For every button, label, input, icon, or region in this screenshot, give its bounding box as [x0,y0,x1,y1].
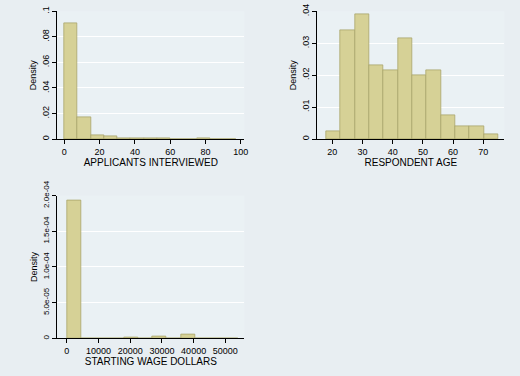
svg-text:60: 60 [165,147,175,157]
svg-text:0: 0 [41,135,51,140]
svg-text:10000: 10000 [86,346,111,356]
svg-text:.01: .01 [301,100,311,113]
svg-text:70: 70 [478,147,488,157]
svg-text:20: 20 [327,147,337,157]
svg-text:.04: .04 [301,4,311,17]
svg-text:Density: Density [288,60,298,91]
svg-text:Density: Density [29,251,39,282]
svg-text:Density: Density [28,60,38,91]
svg-text:0: 0 [62,147,67,157]
svg-text:.1: .1 [41,6,51,14]
svg-text:50000: 50000 [213,346,238,356]
svg-text:.02: .02 [301,68,311,81]
svg-text:50: 50 [418,147,428,157]
svg-text:0: 0 [42,334,51,339]
svg-text:0: 0 [301,135,311,140]
svg-text:STARTING WAGE DOLLARS: STARTING WAGE DOLLARS [85,356,217,367]
svg-text:APPLICANTS INTERVIEWED: APPLICANTS INTERVIEWED [84,157,218,168]
svg-text:0: 0 [64,346,69,356]
svg-text:.03: .03 [301,36,311,49]
svg-text:.06: .06 [41,55,51,68]
svg-text:1.0e-04: 1.0e-04 [42,252,51,280]
svg-text:80: 80 [201,147,211,157]
svg-text:60: 60 [448,147,458,157]
svg-text:.04: .04 [41,80,51,93]
svg-text:30000: 30000 [149,346,174,356]
svg-text:40: 40 [130,147,140,157]
svg-text:2.0e-04: 2.0e-04 [42,180,51,208]
svg-text:40: 40 [388,147,398,157]
svg-text:40000: 40000 [181,346,206,356]
svg-text:1.5e-04: 1.5e-04 [42,216,51,244]
svg-text:5.0e-05: 5.0e-05 [42,287,51,315]
svg-text:.02: .02 [41,106,51,119]
svg-text:20: 20 [95,147,105,157]
svg-text:100: 100 [233,147,248,157]
svg-text:.08: .08 [41,29,51,42]
svg-text:30: 30 [357,147,367,157]
svg-text:RESPONDENT AGE: RESPONDENT AGE [364,157,457,168]
svg-text:20000: 20000 [118,346,143,356]
